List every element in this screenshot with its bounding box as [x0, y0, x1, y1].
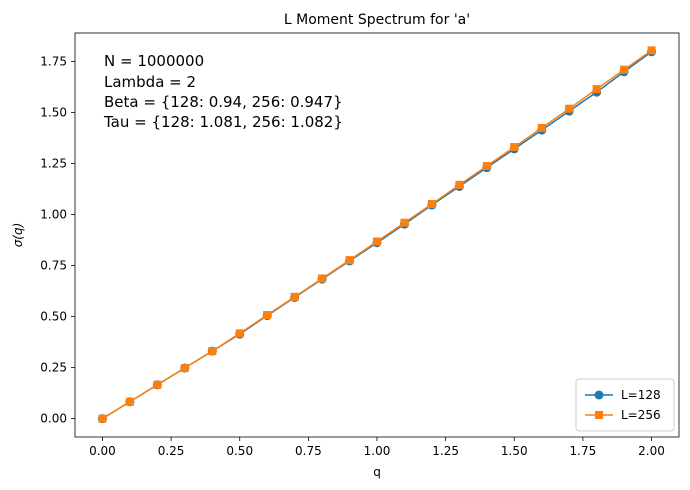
data-point-l256 — [345, 256, 354, 265]
x-tick-label: 1.50 — [501, 444, 528, 458]
data-point-l256 — [263, 310, 272, 319]
data-point-l256 — [235, 329, 244, 338]
legend-marker-l256 — [595, 411, 603, 419]
legend-label-l256: L=256 — [621, 408, 661, 422]
x-tick-label: 0.50 — [226, 444, 253, 458]
x-tick-label: 1.75 — [570, 444, 597, 458]
data-point-l256 — [125, 397, 134, 406]
annotation-line-lambda: Lambda = 2 — [104, 73, 196, 91]
y-tick-label: 1.50 — [40, 106, 67, 120]
legend-box — [575, 378, 675, 432]
x-tick-label: 0.00 — [89, 444, 116, 458]
data-point-l256 — [373, 237, 381, 246]
y-tick-label: 0.75 — [40, 259, 67, 273]
y-tick-label: 0.00 — [40, 412, 67, 426]
x-tick-label: 0.25 — [158, 444, 185, 458]
legend-marker-l128 — [594, 390, 604, 400]
y-tick-label: 1.25 — [40, 157, 67, 171]
data-point-l256 — [592, 85, 601, 94]
data-point-l256 — [318, 274, 327, 283]
x-tick-label: 1.00 — [364, 444, 391, 458]
x-tick-label: 0.75 — [295, 444, 322, 458]
legend-entry-l128: L=128 — [585, 388, 661, 402]
series-l256 — [98, 46, 656, 423]
y-tick-label: 0.50 — [40, 310, 67, 324]
stats-annotation: N = 1000000 Lambda = 2 Beta = {128: 0.94… — [103, 52, 343, 131]
annotation-line-beta: Beta = {128: 0.94, 256: 0.947} — [104, 93, 343, 111]
data-point-l256 — [565, 104, 574, 113]
y-tick-label: 1.75 — [40, 55, 67, 69]
x-axis-label: q — [373, 465, 381, 479]
y-tick-label: 0.25 — [40, 361, 67, 375]
legend-label-l128: L=128 — [621, 388, 661, 402]
data-point-l256 — [482, 162, 491, 171]
y-tick-label: 1.00 — [40, 208, 67, 222]
plot-background — [75, 33, 679, 437]
y-axis-label: σ(q) — [11, 223, 25, 248]
y-axis: 0.00 0.25 0.50 0.75 1.00 1.25 1.50 1.75 — [40, 55, 75, 426]
legend-entry-l256: L=256 — [585, 408, 661, 422]
data-point-l256 — [98, 414, 107, 423]
data-point-l256 — [208, 347, 217, 356]
data-point-l256 — [510, 143, 519, 152]
data-point-l256 — [455, 180, 464, 189]
plot-frame — [74, 32, 680, 438]
legend: L=128 L=256 — [575, 378, 675, 432]
x-tick-label: 1.25 — [432, 444, 459, 458]
data-point-l256 — [290, 292, 299, 301]
data-point-l256 — [620, 65, 629, 74]
annotation-line-tau: Tau = {128: 1.081, 256: 1.082} — [103, 113, 343, 131]
data-point-l256 — [647, 46, 656, 55]
data-point-l256 — [153, 380, 162, 389]
data-point-l256 — [180, 364, 189, 373]
series-layer — [97, 46, 657, 424]
data-point-l256 — [427, 199, 436, 208]
data-point-l256 — [400, 218, 409, 227]
annotation-line-n: N = 1000000 — [104, 52, 204, 70]
plot-area — [75, 33, 679, 437]
x-tick-label: 2.00 — [638, 444, 665, 458]
data-point-l256 — [537, 123, 546, 132]
x-axis: 0.00 0.25 0.50 0.75 1.00 1.25 1.50 1.75 2.00 — [89, 437, 665, 458]
chart-title: L Moment Spectrum for 'a' — [284, 12, 470, 28]
